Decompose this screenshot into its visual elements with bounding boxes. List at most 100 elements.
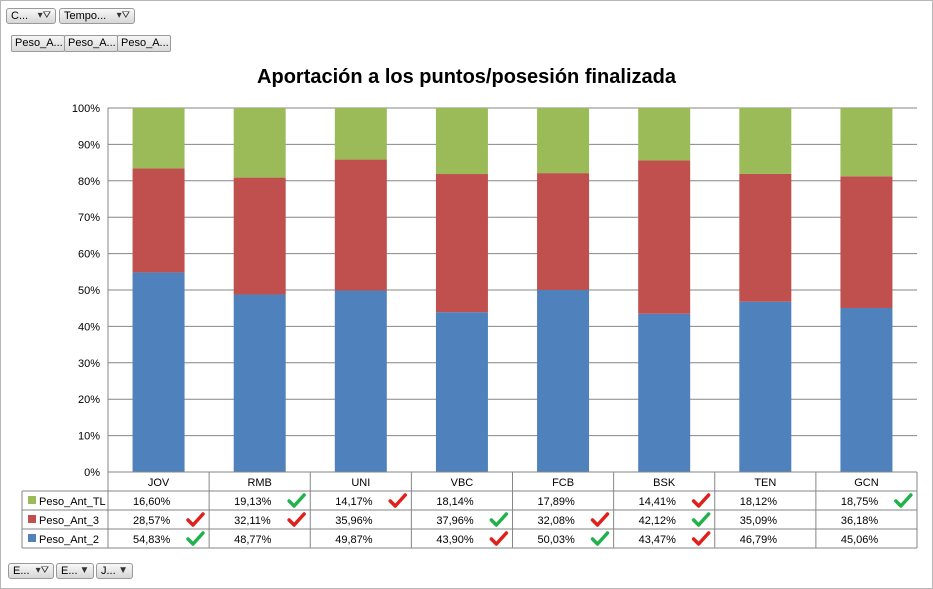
- data-label: 14,17%: [335, 496, 373, 508]
- data-label: 35,96%: [335, 515, 373, 527]
- y-tick-label: 20%: [78, 394, 100, 406]
- filter-button-label: E...: [13, 565, 30, 577]
- y-tick-label: 100%: [72, 103, 100, 115]
- bar-peso-ant-tl: [334, 108, 387, 160]
- x-tick-label: VBC: [451, 477, 474, 489]
- check-red-icon: [388, 493, 407, 508]
- bar-peso-ant-2: [739, 301, 792, 472]
- filter-button-e2[interactable]: E... ▼: [56, 563, 94, 579]
- data-label: 35,09%: [740, 515, 778, 527]
- bar-peso-ant-2: [840, 307, 893, 472]
- bar-peso-ant-3: [435, 174, 488, 313]
- bar-peso-ant-3: [739, 173, 792, 302]
- chevron-down-icon: ▼: [118, 565, 128, 576]
- x-tick-label: TEN: [754, 477, 776, 489]
- filter-button-label: C...: [11, 10, 29, 22]
- legend-label: Peso_Ant_3: [39, 515, 99, 527]
- series-button-2[interactable]: Peso_A...: [64, 35, 118, 52]
- data-label: 28,57%: [133, 515, 171, 527]
- x-tick-label: UNI: [351, 477, 370, 489]
- bar-peso-ant-tl: [638, 108, 691, 161]
- data-label: 49,87%: [335, 534, 373, 546]
- y-tick-label: 0%: [84, 467, 100, 479]
- chevron-down-icon: ▼: [79, 565, 90, 576]
- y-tick-label: 40%: [78, 321, 100, 333]
- bar-peso-ant-tl: [537, 108, 590, 174]
- bar-peso-ant-tl: [435, 108, 488, 175]
- bar-peso-ant-2: [435, 312, 488, 472]
- check-red-icon: [691, 493, 711, 508]
- x-tick-label: BSK: [653, 477, 676, 489]
- legend-key: [28, 496, 36, 504]
- data-label: 50,03%: [538, 534, 576, 546]
- bar-peso-ant-3: [537, 173, 590, 290]
- filter-button-label: Tempo...: [64, 10, 107, 22]
- series-button-3[interactable]: Peso_A...: [117, 35, 171, 52]
- check-red-icon: [186, 512, 205, 527]
- check-green-icon: [287, 493, 306, 508]
- filter-button-j[interactable]: J... ▼: [96, 563, 133, 579]
- bar-peso-ant-2: [638, 313, 691, 472]
- y-tick-label: 90%: [78, 139, 100, 151]
- bar-peso-ant-tl: [233, 107, 286, 178]
- bar-peso-ant-3: [233, 177, 286, 295]
- bar-peso-ant-tl: [840, 108, 893, 177]
- bar-peso-ant-3: [840, 176, 893, 308]
- y-tick-label: 80%: [78, 176, 100, 188]
- filter-icon: ▾⛛: [35, 565, 49, 576]
- legend-key: [28, 515, 36, 523]
- data-label: 43,90%: [436, 534, 474, 546]
- x-tick-label: FCB: [552, 477, 574, 489]
- data-label: 18,14%: [436, 496, 474, 508]
- check-red-icon: [691, 531, 711, 546]
- bar-peso-ant-2: [334, 290, 387, 472]
- data-label: 16,60%: [133, 496, 171, 508]
- check-red-icon: [287, 512, 306, 527]
- bar-peso-ant-2: [233, 294, 286, 472]
- data-label: 45,06%: [841, 534, 879, 546]
- check-red-icon: [590, 512, 610, 527]
- check-green-icon: [691, 512, 711, 527]
- filter-button-c[interactable]: C... ▾⛛: [6, 8, 56, 24]
- data-label: 32,11%: [234, 515, 271, 527]
- legend-label: Peso_Ant_2: [39, 534, 99, 546]
- check-red-icon: [489, 531, 509, 546]
- y-tick-label: 60%: [78, 249, 100, 261]
- check-green-icon: [489, 512, 509, 527]
- y-tick-label: 70%: [78, 212, 100, 224]
- data-label: 14,41%: [639, 496, 677, 508]
- filter-icon: ▾⛛: [37, 10, 51, 21]
- legend-label: Peso_Ant_TL: [39, 496, 106, 508]
- data-label: 18,75%: [841, 496, 879, 508]
- filter-button-label: E...: [61, 565, 78, 577]
- filter-button-label: J...: [101, 565, 116, 577]
- x-tick-label: RMB: [247, 477, 271, 489]
- data-label: 36,18%: [841, 515, 879, 527]
- data-label: 17,89%: [538, 496, 576, 508]
- data-label: 19,13%: [234, 496, 272, 508]
- data-label: 48,77%: [234, 534, 272, 546]
- bar-peso-ant-3: [132, 168, 185, 273]
- bar-peso-ant-tl: [132, 108, 185, 169]
- bar-peso-ant-tl: [739, 108, 792, 174]
- y-tick-label: 50%: [78, 285, 100, 297]
- data-label: 32,08%: [538, 515, 576, 527]
- data-label: 54,83%: [133, 534, 171, 546]
- filter-icon: ▾⛛: [116, 10, 130, 21]
- data-label: 43,47%: [639, 534, 677, 546]
- y-tick-label: 30%: [78, 358, 100, 370]
- data-label: 18,12%: [740, 496, 778, 508]
- filter-button-temporada[interactable]: Tempo... ▾⛛: [59, 8, 135, 24]
- check-green-icon: [894, 493, 913, 508]
- data-label: 42,12%: [639, 515, 677, 527]
- bar-peso-ant-3: [638, 160, 691, 314]
- bar-peso-ant-2: [537, 289, 590, 472]
- chart-title: Aportación a los puntos/posesión finaliz…: [257, 66, 676, 88]
- filter-button-e1[interactable]: E... ▾⛛: [8, 563, 54, 579]
- data-label: 37,96%: [436, 515, 474, 527]
- bar-peso-ant-3: [334, 159, 387, 291]
- check-green-icon: [186, 531, 205, 546]
- bar-peso-ant-2: [132, 272, 185, 472]
- check-green-icon: [590, 531, 610, 546]
